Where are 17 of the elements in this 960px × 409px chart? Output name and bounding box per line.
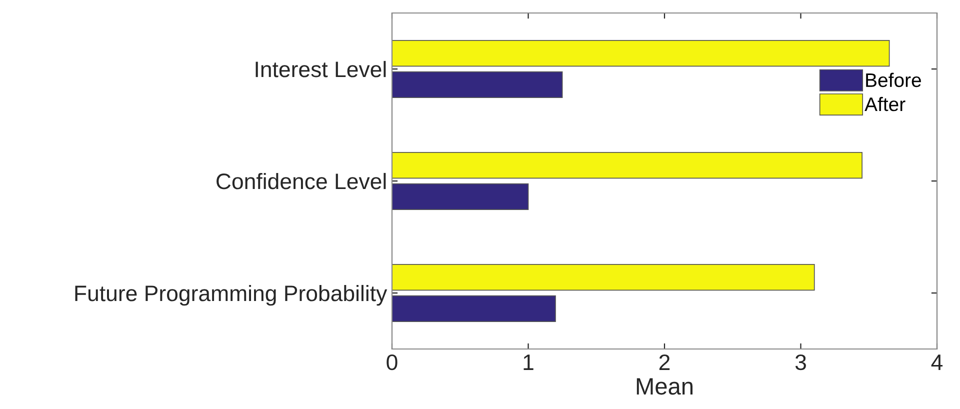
- bar: [392, 295, 556, 322]
- y-tick-label: Confidence Level: [216, 172, 386, 190]
- bar: [392, 264, 815, 291]
- x-tick-label: 0: [386, 354, 398, 370]
- x-tick-label: 4: [931, 354, 943, 370]
- bar: [392, 183, 529, 210]
- x-tick-label: 1: [524, 354, 534, 370]
- legend-label: Before: [866, 72, 921, 88]
- y-tick-label: Future Programming Probability: [75, 284, 388, 306]
- y-tick-label: Interest Level: [256, 60, 386, 78]
- x-axis-title: Mean: [636, 378, 692, 395]
- x-tick-label: 2: [659, 354, 670, 370]
- x-tick-label: 3: [795, 354, 806, 370]
- bar: [392, 152, 862, 179]
- bar: [392, 40, 890, 67]
- legend-label: After: [864, 96, 906, 112]
- bar: [392, 71, 563, 98]
